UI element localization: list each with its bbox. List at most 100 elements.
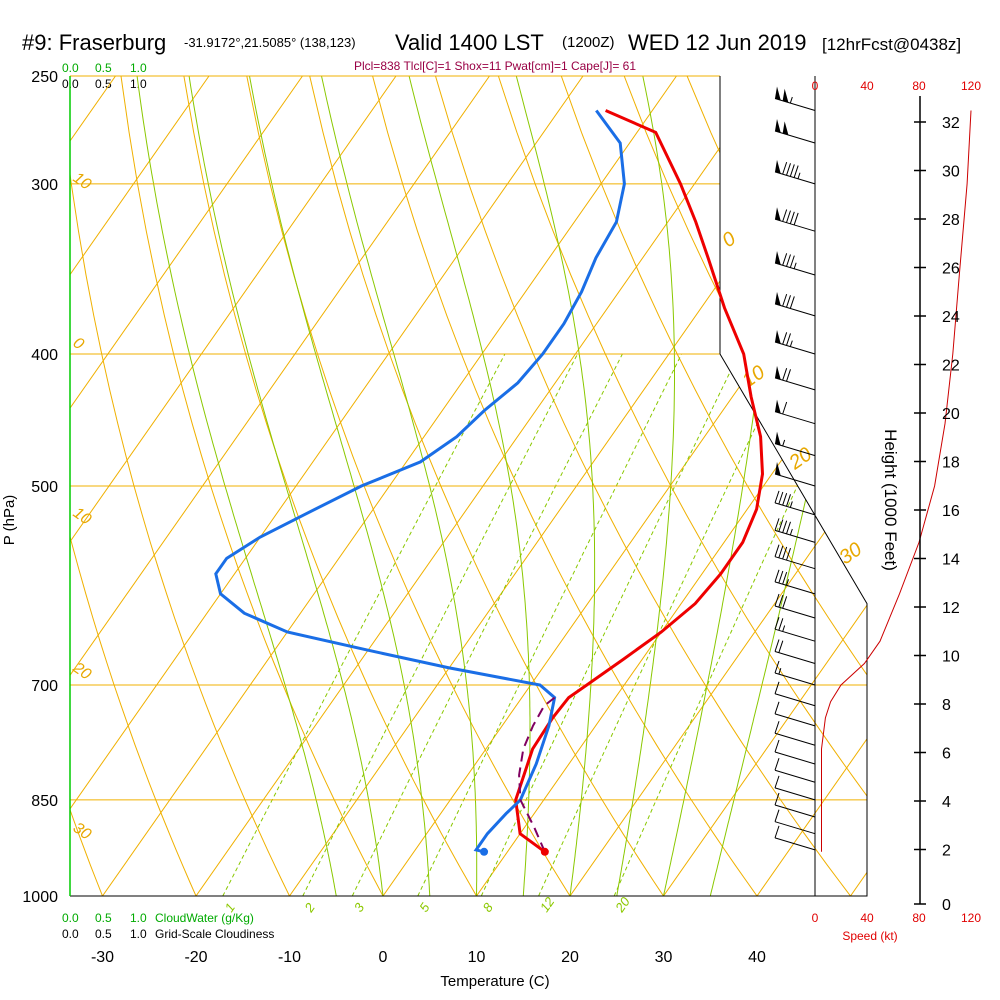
height-tick-label: 24 — [942, 309, 960, 326]
wind-barbs — [774, 86, 816, 851]
wind-barb-shaft — [774, 672, 816, 686]
wind-barb-half — [797, 172, 801, 179]
cloudwater-label: CloudWater (g/Kg) — [155, 911, 254, 925]
wind-barb-flag — [774, 809, 780, 822]
wind-barb-flag — [774, 721, 780, 734]
wind-barb-flag — [774, 775, 780, 789]
wind-barb-flag — [782, 596, 788, 609]
speed-tick-label-bottom: 40 — [860, 911, 874, 925]
wind-barb — [774, 639, 816, 664]
wind-barb-flag — [786, 210, 791, 223]
wind-barb-flag — [789, 211, 795, 224]
height-tick-label: 22 — [942, 358, 960, 375]
speed-tick-label-bottom: 0 — [812, 911, 819, 925]
dry-adiabat-line — [183, 76, 477, 896]
profiles — [214, 109, 765, 856]
wind-barb-shaft — [774, 171, 816, 185]
wind-barb-shaft — [774, 443, 816, 457]
mixing-ratio-label: 5 — [416, 900, 433, 915]
wind-barb-flag — [774, 617, 780, 630]
wind-barb — [774, 569, 816, 595]
pressure-tick-label: 700 — [31, 678, 58, 695]
isotherm-label-left: 10 — [70, 504, 94, 528]
wind-barb — [774, 399, 816, 425]
wind-barb-pennant — [782, 88, 789, 103]
wind-barb-flag — [786, 333, 791, 346]
isotherm-line — [850, 871, 867, 896]
wind-barb — [774, 721, 816, 746]
wind-barb — [774, 291, 816, 317]
wind-barb-flag — [778, 594, 784, 608]
mixing-ratio-line — [351, 353, 623, 896]
temperature-tick-label: -20 — [184, 949, 207, 966]
wind-barb-half — [789, 340, 793, 347]
wind-barb-flag — [786, 369, 791, 382]
wind-barb-half — [789, 501, 793, 508]
wind-barb-flag — [786, 295, 791, 308]
wind-barb-flag — [774, 739, 780, 753]
dry-adiabat-line — [560, 76, 867, 676]
cloud-scale-bottom-black-0: 0.0 — [62, 927, 79, 941]
speed-tick-label-bottom: 80 — [912, 911, 926, 925]
wind-barb-shaft — [774, 821, 816, 835]
speed-tick-label-top: 80 — [912, 79, 926, 93]
cloud-scale-bottom-black-1: 0.5 — [95, 927, 112, 941]
speed-axis-label: Speed (kt) — [842, 929, 897, 943]
wind-barb-shaft — [774, 529, 816, 543]
wind-barb-shaft — [774, 693, 816, 707]
height-tick-label: 0 — [942, 897, 951, 914]
wind-barb — [774, 462, 816, 487]
wind-barb-shaft — [774, 751, 816, 765]
wind-region-boundary — [70, 76, 868, 897]
temperature-axis-label: Temperature (C) — [440, 973, 549, 990]
wind-barb-flag — [782, 161, 788, 175]
speed-tick-label-top: 120 — [961, 79, 981, 93]
wind-barb-pennant — [775, 251, 781, 265]
moist-adiabat-line — [616, 76, 675, 896]
wind-barb — [774, 330, 816, 355]
surface-dewpoint-dot — [480, 847, 489, 856]
wind-barb-shaft — [774, 837, 816, 851]
wind-barb-shaft — [774, 377, 816, 391]
forecast-info: [12hrFcst@0438z] — [822, 35, 961, 54]
wind-barb-pennant — [782, 121, 789, 136]
wind-barb-shaft — [774, 628, 816, 642]
wind-barb-flag — [786, 163, 791, 176]
wind-barb-pennant — [775, 86, 781, 101]
wind-barb-flag — [774, 825, 780, 839]
temperature-tick-label: 0 — [379, 949, 388, 966]
wind-barb-flag — [778, 570, 784, 584]
wind-barb-flag — [782, 209, 788, 222]
wind-barb-shaft — [774, 769, 816, 783]
wind-barb — [774, 809, 816, 835]
wind-barb-flag — [793, 212, 799, 226]
stability-indices: Plcl=838 Tlcl[C]=1 Shox=11 Pwat[cm]=1 Ca… — [354, 59, 636, 73]
wind-barb-flag — [789, 255, 795, 268]
pressure-tick-label: 400 — [31, 347, 58, 364]
wind-barb — [774, 775, 816, 801]
wind-barb-flag — [774, 593, 780, 607]
height-tick-label: 8 — [942, 697, 951, 714]
wind-barb — [774, 207, 816, 232]
wind-barb-half — [778, 668, 782, 675]
wind-barb — [774, 119, 816, 144]
height-tick-label: 4 — [942, 794, 951, 811]
mixing-ratio-label: 3 — [351, 900, 368, 915]
wind-barb — [774, 86, 816, 111]
isotherm-line — [944, 76, 1000, 896]
wind-barb-flag — [778, 519, 784, 532]
wind-barb-half — [786, 579, 789, 586]
mixing-ratio-line — [222, 353, 506, 896]
wind-barb-half — [793, 262, 797, 269]
wind-barb-shaft — [774, 804, 816, 818]
wind-barb-pennant — [775, 207, 781, 221]
grid-cloudiness-label: Grid-Scale Cloudiness — [155, 927, 274, 941]
wind-barb-shaft — [774, 130, 816, 144]
temperature-tick-label: 20 — [561, 949, 579, 966]
wind-barb-flag — [782, 332, 788, 345]
cloud-scale-bottom-green-2: 1.0 — [130, 911, 147, 925]
wind-barb-pennant — [775, 431, 781, 446]
wind-barb-flag — [782, 401, 788, 415]
wind-barb-shaft — [774, 218, 816, 232]
